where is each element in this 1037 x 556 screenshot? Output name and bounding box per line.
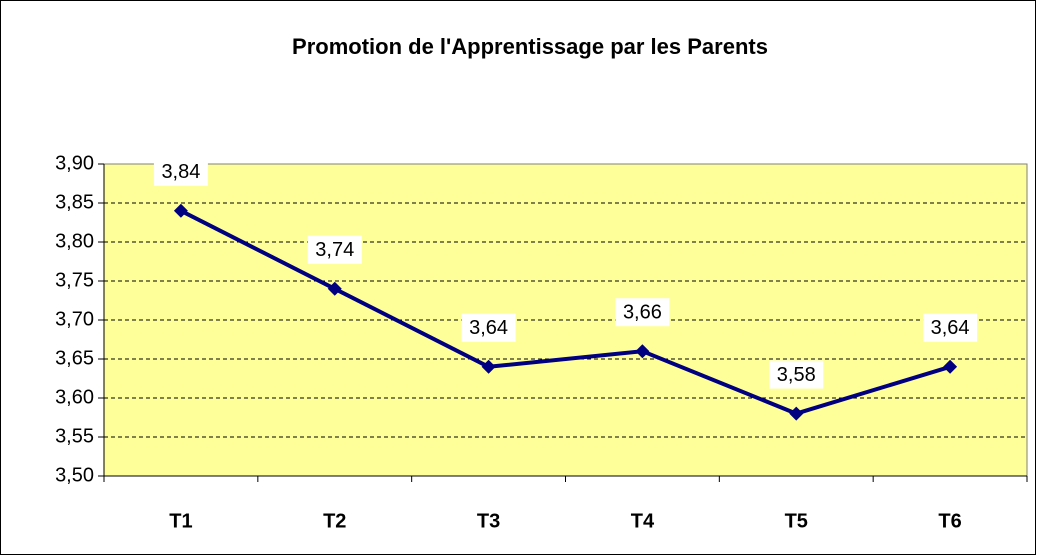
y-tick-label: 3,85 (55, 191, 94, 213)
y-tick-label: 3,70 (55, 308, 94, 330)
marker (943, 359, 958, 374)
value-label: 3,74 (315, 239, 354, 261)
marker (327, 281, 342, 296)
y-tick-label: 3,80 (55, 230, 94, 252)
value-label: 3,64 (469, 317, 508, 339)
y-tick-label: 3,55 (55, 425, 94, 447)
marker (173, 203, 188, 218)
y-tick-label: 3,90 (55, 152, 94, 174)
value-label: 3,64 (931, 317, 970, 339)
value-label-bg (461, 313, 516, 342)
value-label-bg (923, 313, 978, 342)
y-tick-label: 3,65 (55, 347, 94, 369)
plot-area (103, 163, 1028, 477)
x-tick-label: T4 (631, 510, 655, 532)
value-label: 3,58 (777, 364, 816, 386)
line (180, 209, 951, 416)
x-tick-label: T2 (323, 510, 346, 532)
y-tick-label: 3,60 (55, 386, 94, 408)
chart-title: Promotion de l'Apprentissage par les Par… (292, 34, 768, 59)
marker (635, 344, 650, 359)
value-label: 3,66 (623, 301, 662, 323)
marker (481, 359, 496, 374)
y-tick-label: 3,75 (55, 269, 94, 291)
value-label-bg (153, 157, 208, 186)
marker (789, 406, 804, 421)
x-tick-label: T1 (169, 510, 192, 532)
x-tick-label: T6 (938, 510, 961, 532)
value-label: 3,84 (161, 161, 200, 183)
value-label-bg (307, 235, 362, 264)
value-label-bg (769, 360, 824, 389)
x-tick-label: T5 (785, 510, 808, 532)
y-tick-label: 3,50 (55, 464, 94, 486)
value-label-bg (615, 298, 670, 327)
x-tick-label: T3 (477, 510, 500, 532)
